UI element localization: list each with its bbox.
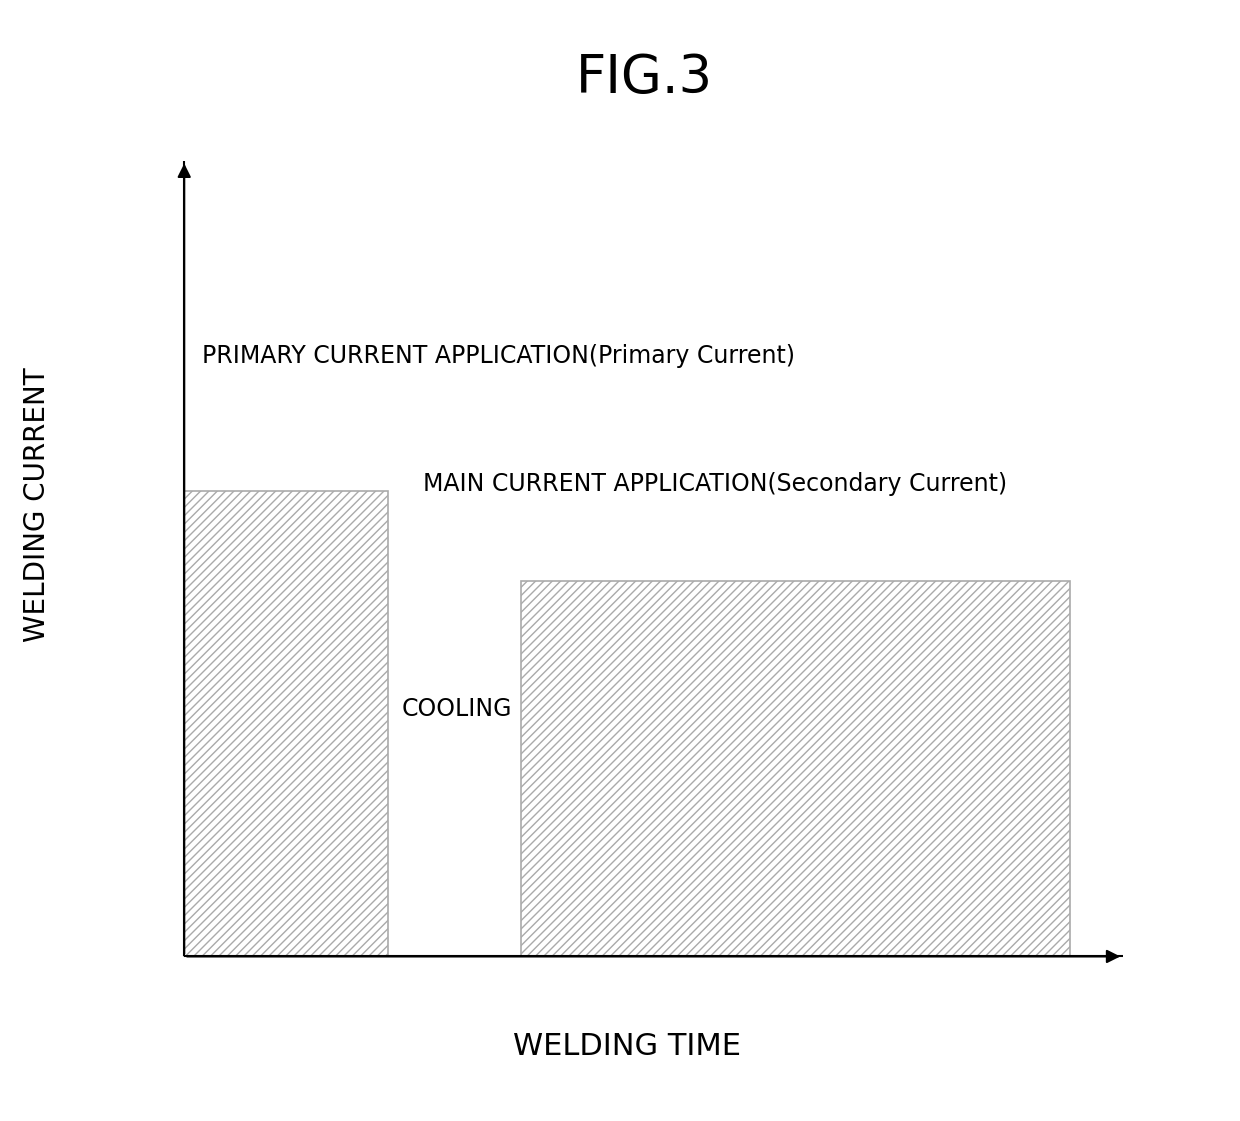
Text: WELDING CURRENT: WELDING CURRENT bbox=[24, 368, 51, 641]
Text: COOLING: COOLING bbox=[402, 697, 512, 721]
Text: MAIN CURRENT APPLICATION(Secondary Current): MAIN CURRENT APPLICATION(Secondary Curre… bbox=[423, 472, 1007, 495]
Bar bbox=[185, 491, 388, 956]
Bar bbox=[521, 581, 1070, 956]
Text: FIG.3: FIG.3 bbox=[577, 53, 713, 104]
Text: WELDING TIME: WELDING TIME bbox=[513, 1031, 742, 1060]
Text: PRIMARY CURRENT APPLICATION(Primary Current): PRIMARY CURRENT APPLICATION(Primary Curr… bbox=[202, 344, 795, 368]
